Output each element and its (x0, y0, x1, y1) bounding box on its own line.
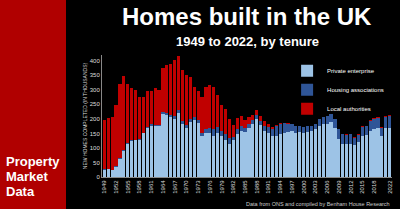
svg-text:1991: 1991 (265, 180, 271, 194)
svg-text:NEW HOMES COMPLETED (IN THOUSA: NEW HOMES COMPLETED (IN THOUSANDS) (82, 63, 88, 170)
svg-text:1979: 1979 (219, 180, 225, 194)
svg-text:1955: 1955 (125, 180, 131, 194)
svg-text:1952: 1952 (113, 180, 119, 194)
svg-text:1976: 1976 (207, 180, 213, 194)
svg-text:2022: 2022 (387, 180, 393, 194)
svg-text:2012: 2012 (348, 180, 354, 194)
svg-text:50: 50 (93, 160, 100, 166)
svg-text:400: 400 (90, 58, 101, 64)
svg-text:1961: 1961 (148, 180, 154, 194)
svg-text:350: 350 (90, 72, 101, 78)
svg-text:1949: 1949 (101, 180, 107, 194)
svg-text:250: 250 (90, 101, 101, 107)
svg-text:1988: 1988 (254, 180, 260, 194)
svg-text:2003: 2003 (312, 180, 318, 194)
svg-text:Local authorities: Local authorities (327, 106, 371, 112)
svg-text:1994: 1994 (277, 180, 283, 194)
svg-text:1997: 1997 (289, 180, 295, 194)
svg-text:Data from ONS and compiled by: Data from ONS and compiled by Benham Hou… (246, 201, 390, 207)
svg-text:1973: 1973 (195, 180, 201, 194)
svg-text:200: 200 (90, 116, 101, 122)
svg-text:300: 300 (90, 87, 101, 93)
svg-text:1958: 1958 (136, 180, 142, 194)
svg-text:2018: 2018 (371, 180, 377, 194)
svg-text:100: 100 (90, 145, 101, 151)
svg-text:0: 0 (96, 174, 100, 180)
svg-text:2000: 2000 (301, 180, 307, 194)
svg-text:150: 150 (90, 131, 101, 137)
svg-text:Homes built in the UK: Homes built in the UK (122, 3, 372, 30)
svg-text:1985: 1985 (242, 180, 248, 194)
svg-text:1967: 1967 (172, 180, 178, 194)
svg-text:1949 to 2022, by tenure: 1949 to 2022, by tenure (176, 34, 319, 49)
svg-text:Housing associations: Housing associations (327, 87, 384, 93)
svg-text:2015: 2015 (359, 180, 365, 194)
svg-text:Private enterprise: Private enterprise (327, 68, 375, 74)
svg-text:1970: 1970 (183, 180, 189, 194)
svg-text:2006: 2006 (324, 180, 330, 194)
svg-text:2009: 2009 (336, 180, 342, 194)
svg-text:1982: 1982 (230, 180, 236, 194)
html-text:Property Market Data: Property Market Data (6, 154, 60, 199)
svg-text:1964: 1964 (160, 180, 166, 194)
